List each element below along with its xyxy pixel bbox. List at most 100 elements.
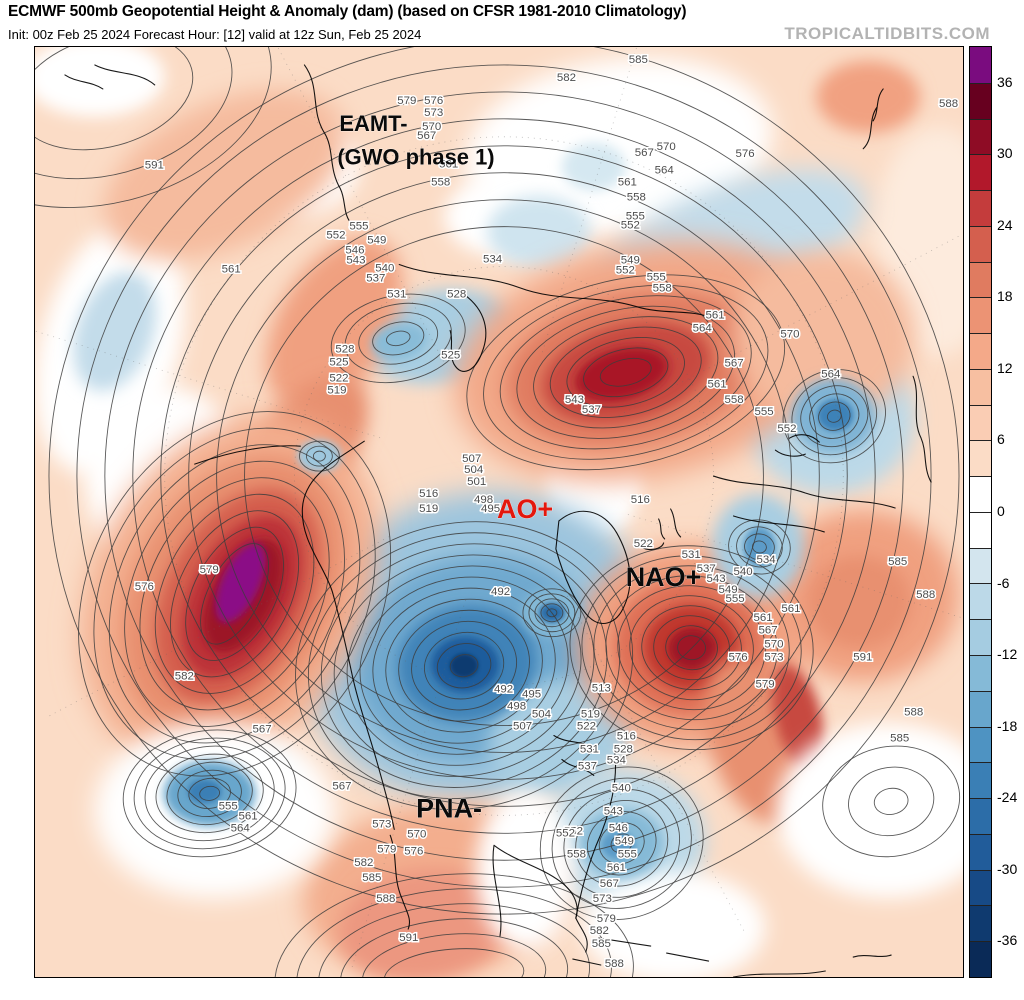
contour-label: 570 bbox=[780, 328, 799, 340]
contour-ring bbox=[296, 888, 612, 977]
contour-label: 561 bbox=[618, 177, 637, 189]
contour-label: 519 bbox=[327, 384, 346, 396]
contour-label: 546 bbox=[609, 822, 628, 834]
colorbar-cell bbox=[970, 619, 991, 656]
coastline bbox=[862, 88, 884, 150]
colorbar-cell bbox=[970, 690, 991, 727]
contour-ring bbox=[436, 643, 492, 689]
contour-ring bbox=[155, 753, 264, 834]
contour-ring bbox=[358, 312, 439, 365]
contour-label: 498 bbox=[474, 494, 493, 506]
contour-label: 507 bbox=[513, 721, 532, 733]
contour-label: 552 bbox=[326, 230, 345, 242]
contour-label: 561 bbox=[222, 264, 241, 276]
contour-ring bbox=[104, 91, 904, 861]
contour-label: 549 bbox=[621, 255, 640, 267]
colorbar-tick-label: 36 bbox=[997, 73, 1013, 90]
colorbar-cell bbox=[970, 118, 991, 155]
contour-label: 504 bbox=[532, 709, 552, 721]
coastline bbox=[301, 440, 395, 830]
graticule-ray bbox=[564, 590, 747, 936]
contour-ring bbox=[782, 369, 886, 464]
colorbar-tick-label: -30 bbox=[997, 860, 1018, 877]
contour-ring bbox=[593, 565, 790, 731]
contour-ring bbox=[372, 587, 556, 744]
contour-ring bbox=[599, 357, 652, 387]
contour-ring bbox=[78, 411, 392, 777]
contour-ring bbox=[372, 321, 425, 356]
colorbar-cell bbox=[970, 476, 991, 512]
graticule-circle bbox=[164, 136, 844, 816]
contour-label: 543 bbox=[707, 573, 726, 585]
contour-ring bbox=[551, 777, 692, 909]
contour-ring bbox=[166, 761, 253, 826]
contour-ring bbox=[188, 777, 231, 809]
contour-label: 576 bbox=[424, 95, 443, 107]
graticule-ray bbox=[618, 233, 963, 416]
contour-label: 516 bbox=[617, 731, 636, 743]
anomaly-blob bbox=[816, 60, 921, 133]
graticule-ray bbox=[350, 599, 467, 972]
map-area: 585 582 567 570 576 564 561 558 555 552 588 579 576 5… bbox=[34, 46, 964, 978]
contour-ring bbox=[200, 543, 270, 645]
contour-label: 582 bbox=[354, 857, 373, 869]
contour-ring bbox=[385, 598, 543, 733]
contour-label: 555 bbox=[618, 848, 637, 860]
contour-label: 543 bbox=[346, 255, 365, 267]
contour-ring bbox=[48, 47, 960, 915]
contour-label: 579 bbox=[755, 679, 774, 691]
contour-label: 552 bbox=[777, 423, 796, 435]
colorbar-cell bbox=[970, 511, 991, 548]
contour-ring bbox=[35, 47, 194, 151]
coastline bbox=[774, 434, 820, 457]
coastline bbox=[555, 510, 631, 625]
contour-label: 555 bbox=[647, 271, 666, 283]
contour-ring bbox=[598, 822, 645, 865]
contour-label: 561 bbox=[439, 159, 458, 171]
contour-label: 561 bbox=[607, 862, 626, 874]
contour-label: 570 bbox=[657, 141, 676, 153]
contour-label: 552 bbox=[564, 825, 583, 837]
anomaly-blob bbox=[297, 440, 342, 473]
contour-label: 591 bbox=[399, 932, 418, 944]
contour-ring bbox=[160, 145, 848, 807]
contour-ring bbox=[791, 377, 878, 456]
colorbar-cell bbox=[970, 547, 991, 584]
annotation-gwo: (GWO phase 1) bbox=[337, 145, 494, 170]
contour-ring bbox=[546, 608, 558, 618]
anomaly-blob bbox=[743, 526, 776, 567]
contour-label: 564 bbox=[655, 165, 675, 177]
contour-label: 531 bbox=[580, 743, 599, 755]
contour-ring bbox=[216, 199, 792, 753]
contour-label: 567 bbox=[725, 357, 744, 369]
colorbar-cell bbox=[970, 404, 991, 441]
contour-ring bbox=[385, 330, 411, 347]
contour-label: 582 bbox=[175, 671, 194, 683]
contour-label: 495 bbox=[522, 689, 541, 701]
contour-label: 588 bbox=[605, 958, 624, 970]
contour-label: 576 bbox=[735, 148, 754, 160]
contour-label: 534 bbox=[607, 754, 627, 766]
annotation-nao: NAO+ bbox=[626, 562, 702, 592]
coastline bbox=[732, 954, 892, 977]
coastline bbox=[912, 375, 932, 483]
contour-label: 516 bbox=[419, 488, 438, 500]
contour-label: 522 bbox=[577, 721, 596, 733]
contour-ring bbox=[307, 532, 621, 800]
contour-ring bbox=[539, 766, 704, 921]
contour-ring bbox=[818, 401, 851, 431]
contour-label: 558 bbox=[627, 192, 646, 204]
contour-ring bbox=[822, 745, 961, 858]
contour-ring bbox=[154, 493, 315, 694]
contour-label: 537 bbox=[582, 404, 601, 416]
coastline bbox=[658, 508, 682, 540]
contour-label: 534 bbox=[483, 254, 503, 266]
contour-ring bbox=[274, 873, 634, 977]
contour-ring bbox=[298, 440, 340, 472]
colorbar-tick-label: 12 bbox=[997, 359, 1013, 376]
contour-label: 567 bbox=[417, 130, 436, 142]
contour-label: 513 bbox=[592, 683, 611, 695]
contour-label: 555 bbox=[219, 800, 238, 812]
colorbar-cell bbox=[970, 333, 991, 369]
contour-label: 585 bbox=[362, 872, 381, 884]
